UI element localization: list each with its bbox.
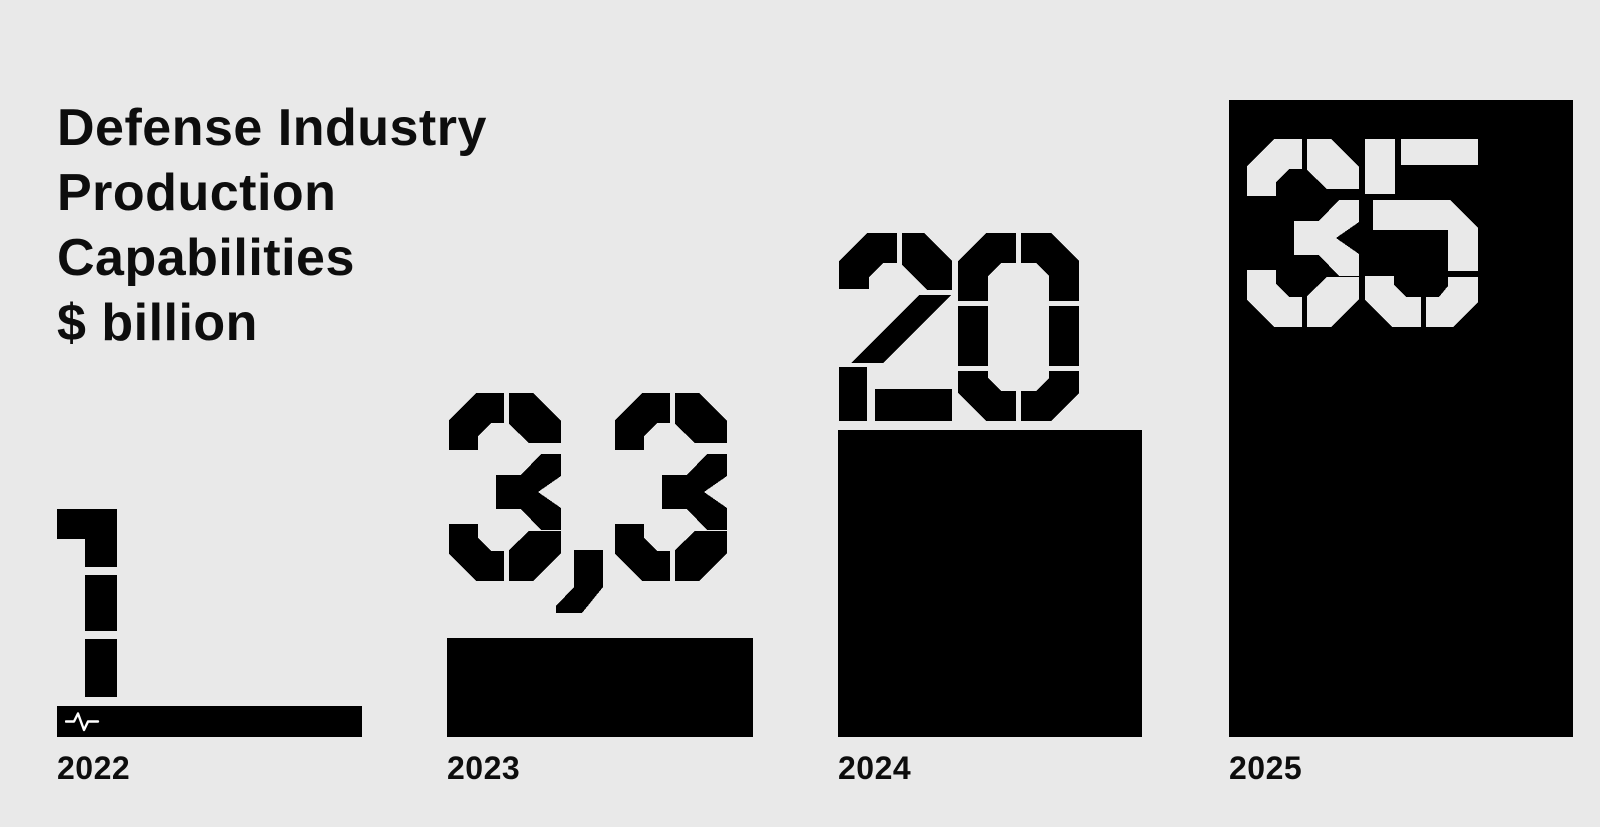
bar-2022 xyxy=(57,706,362,737)
chart-title: Defense Industry Production Capabilities… xyxy=(57,96,487,356)
title-line-1: Defense Industry xyxy=(57,99,487,157)
title-unit-line: $ billion xyxy=(57,294,258,352)
bar-value-2023 xyxy=(449,393,727,613)
axis-label-2024: 2024 xyxy=(838,750,912,786)
axis-label-2023: 2023 xyxy=(447,750,521,786)
title-line-3: Capabilities xyxy=(57,229,355,287)
bar-value-2024 xyxy=(839,233,1079,421)
bar-2024 xyxy=(838,430,1142,737)
axis-label-2025: 2025 xyxy=(1229,750,1303,786)
axis-label-2022: 2022 xyxy=(57,750,131,786)
bar-value-2022 xyxy=(57,509,117,697)
pulse-icon xyxy=(65,712,100,732)
bar-value-2025 xyxy=(1247,139,1478,327)
bar-2023 xyxy=(447,638,753,737)
title-line-2: Production xyxy=(57,164,337,222)
